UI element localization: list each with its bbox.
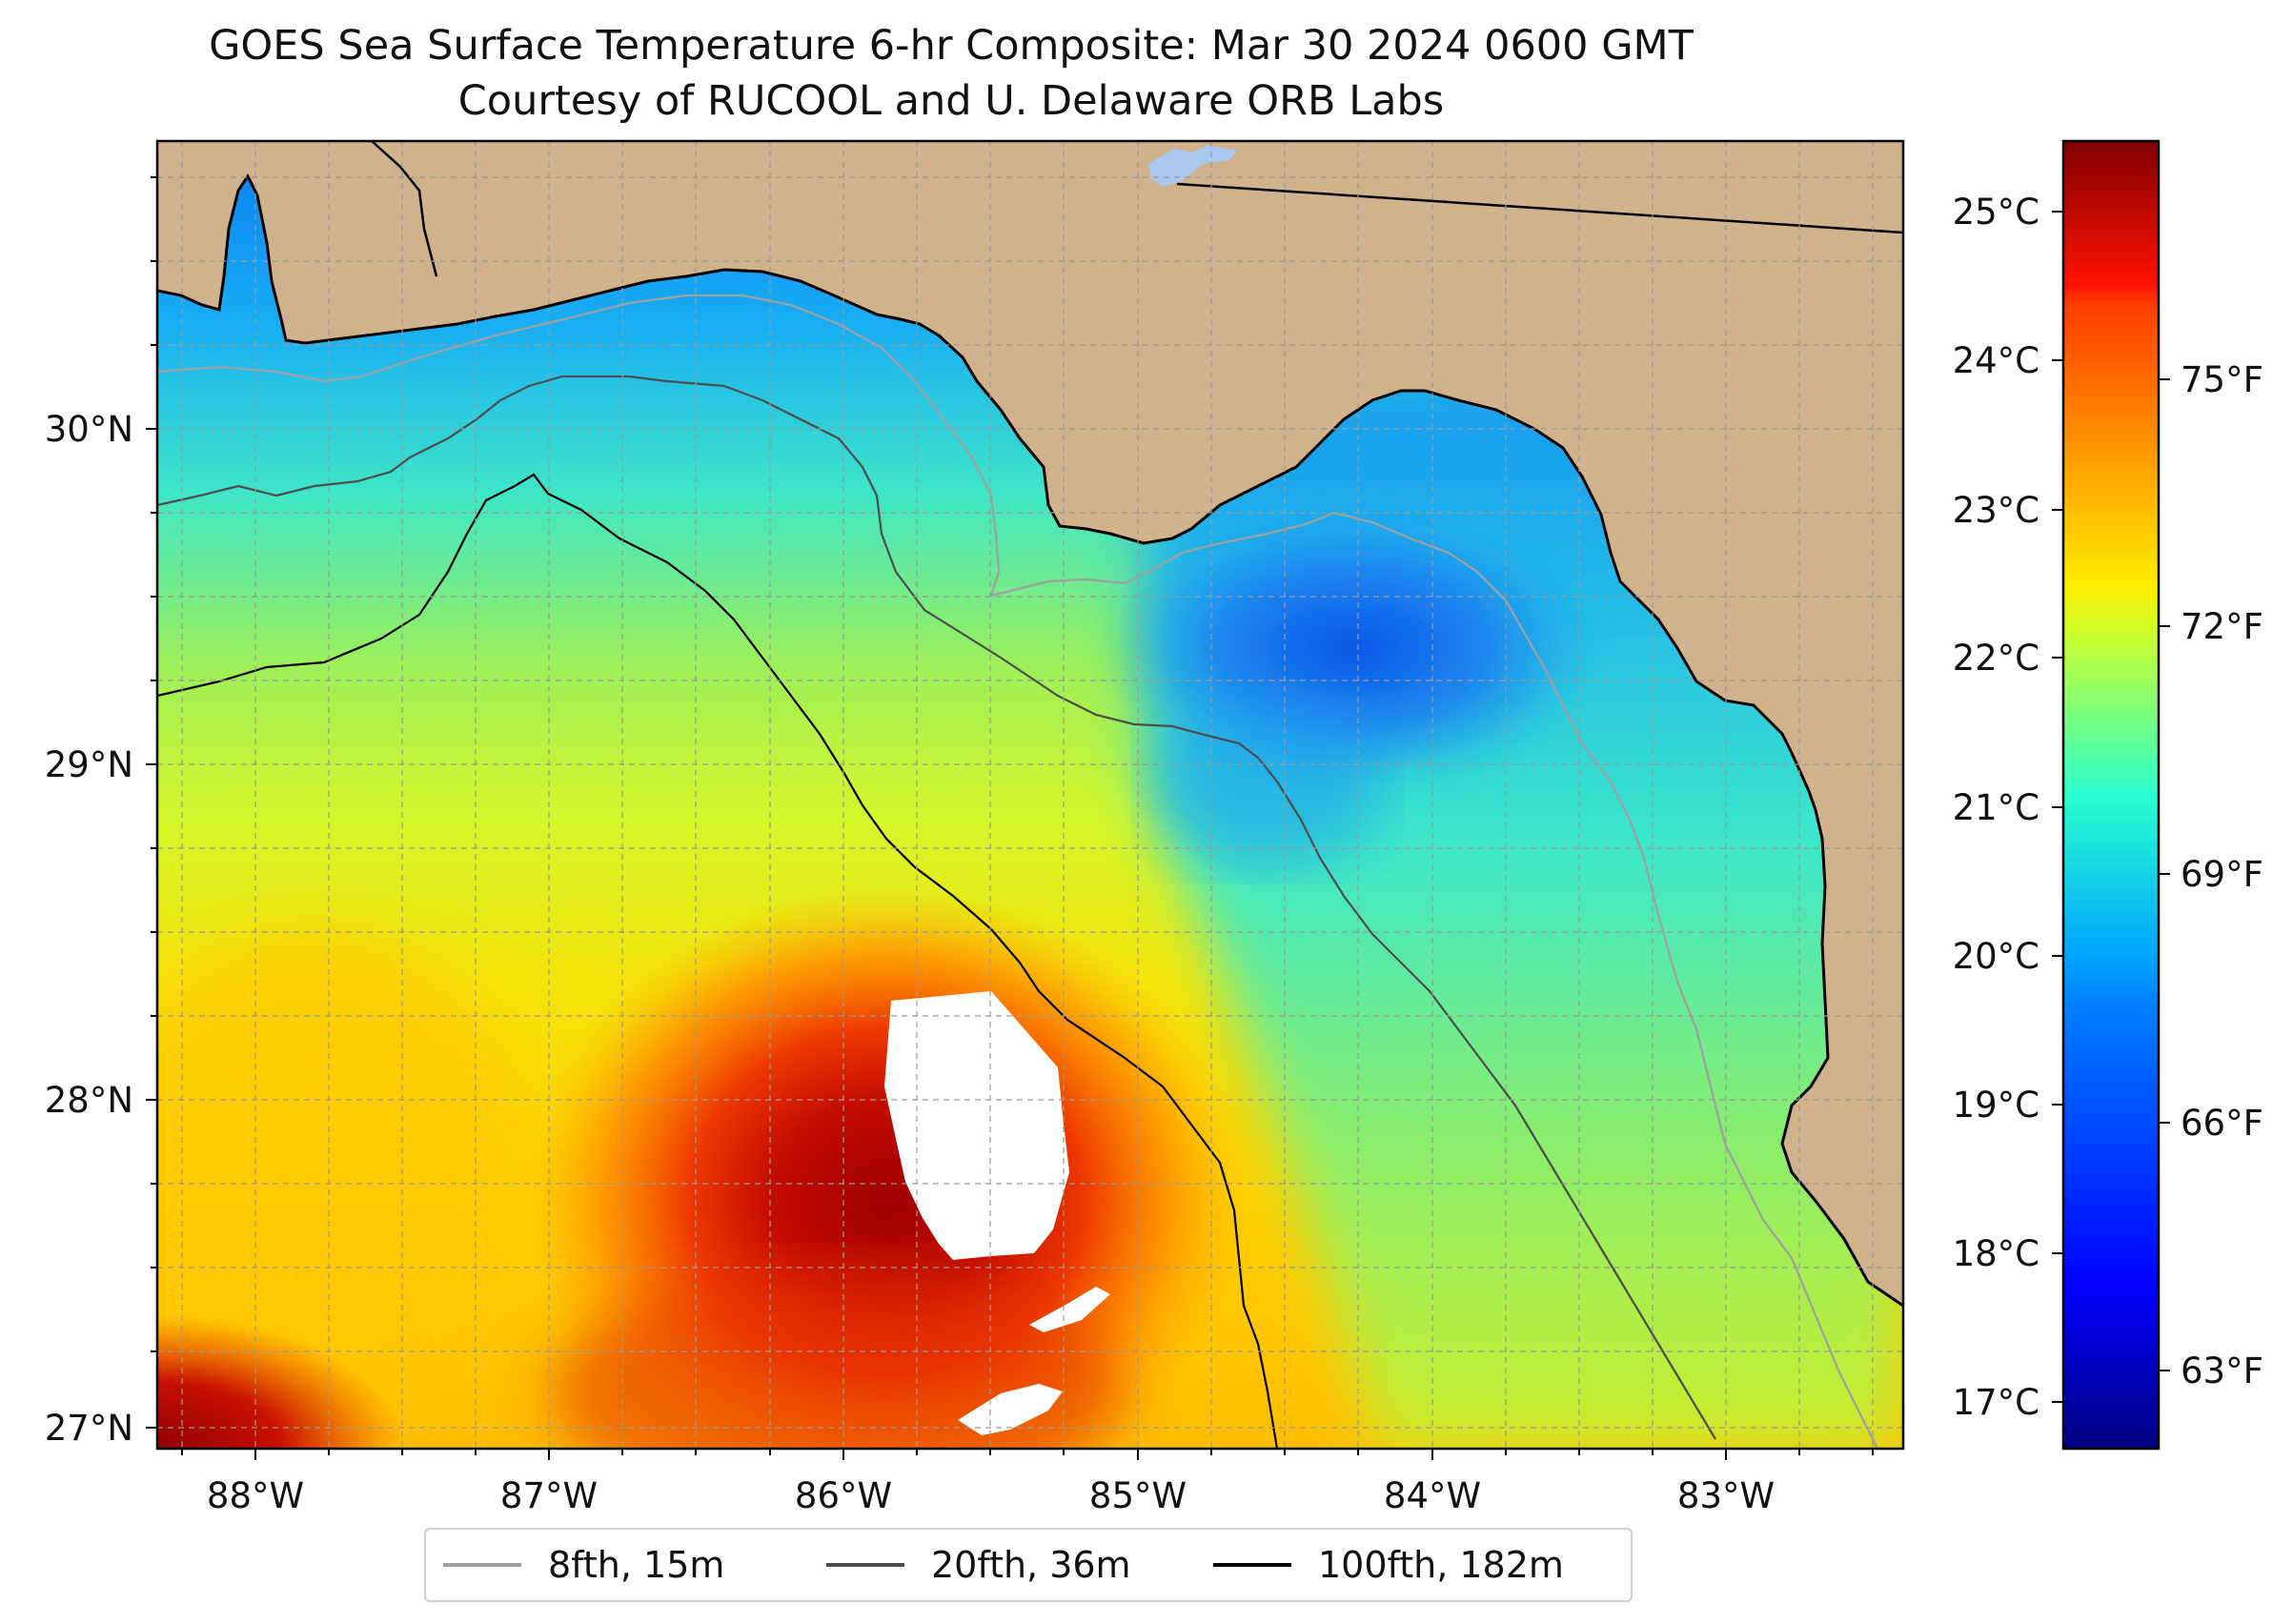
legend-label: 100fth, 182m (1318, 1544, 1564, 1586)
legend-label: 8fth, 15m (548, 1544, 725, 1586)
colorbar-f-label: 72°F (2181, 606, 2263, 647)
colorbar (2063, 141, 2159, 1449)
chart-subtitle: Courtesy of RUCOOL and U. Delaware ORB L… (457, 77, 1445, 125)
lon-tick-label: 86°W (795, 1475, 892, 1516)
legend-label: 20fth, 36m (931, 1544, 1131, 1586)
legend-line (826, 1563, 904, 1567)
colorbar-f-label: 66°F (2181, 1103, 2263, 1144)
colorbar-c-label: 22°C (1953, 638, 2039, 679)
colorbar-c-label: 21°C (1953, 787, 2039, 828)
lon-tick-label: 88°W (207, 1475, 304, 1516)
lon-tick-label: 83°W (1677, 1475, 1775, 1516)
axis-ticks (146, 176, 1874, 1460)
coastline (157, 173, 1903, 1308)
map-frame (155, 139, 1905, 1451)
colorbar-c-label: 18°C (1953, 1233, 2039, 1274)
lat-tick-label: 29°N (45, 744, 133, 785)
legend-item-100fth: 100fth, 182m (1213, 1530, 1564, 1600)
fahrenheit-tick-labels: 75°F 72°F 69°F 66°F 63°F (2181, 359, 2263, 1391)
colorbar-c-label: 24°C (1953, 340, 2039, 381)
legend-item-8fth: 8fth, 15m (443, 1530, 724, 1600)
colorbar-c-label: 25°C (1953, 192, 2039, 233)
lat-tick-label: 27°N (45, 1408, 133, 1449)
colorbar-ticks (2052, 211, 2170, 1403)
land (157, 141, 1903, 1306)
isobath-100fth (157, 473, 1279, 1449)
lon-tick-label: 87°W (500, 1475, 598, 1516)
isobath-8fth (157, 294, 1878, 1449)
celsius-tick-labels: 25°C 24°C 23°C 22°C 21°C 20°C 19°C 18°C … (1953, 192, 2039, 1423)
lat-tick-label: 28°N (45, 1080, 133, 1121)
isobath-legend: 8fth, 15m 20fth, 36m 100fth, 182m (424, 1528, 1633, 1602)
legend-line (443, 1563, 521, 1567)
legend-item-20fth: 20fth, 36m (826, 1530, 1131, 1600)
gridlines (157, 141, 1903, 1449)
state-boundary (1176, 182, 1903, 234)
chart-title: GOES Sea Surface Temperature 6-hr Compos… (209, 22, 1694, 70)
colorbar-c-label: 23°C (1953, 490, 2039, 531)
lon-tick-label: 85°W (1089, 1475, 1187, 1516)
legend-line (1213, 1563, 1291, 1567)
colorbar-f-label: 63°F (2181, 1350, 2263, 1391)
lon-tick-label: 84°W (1384, 1475, 1481, 1516)
colorbar-c-label: 20°C (1953, 936, 2039, 977)
cloud-mask-center (884, 991, 1069, 1260)
colorbar-f-label: 75°F (2181, 359, 2263, 400)
colorbar-c-label: 19°C (1953, 1085, 2039, 1126)
lon-tick-labels: 88°W 87°W 86°W 85°W 84°W 83°W (207, 1475, 1775, 1516)
lat-tick-label: 30°N (45, 409, 133, 450)
lat-tick-labels: 30°N 29°N 28°N 27°N (45, 409, 133, 1449)
colorbar-c-label: 17°C (1953, 1382, 2039, 1423)
colorbar-f-label: 69°F (2181, 854, 2263, 895)
